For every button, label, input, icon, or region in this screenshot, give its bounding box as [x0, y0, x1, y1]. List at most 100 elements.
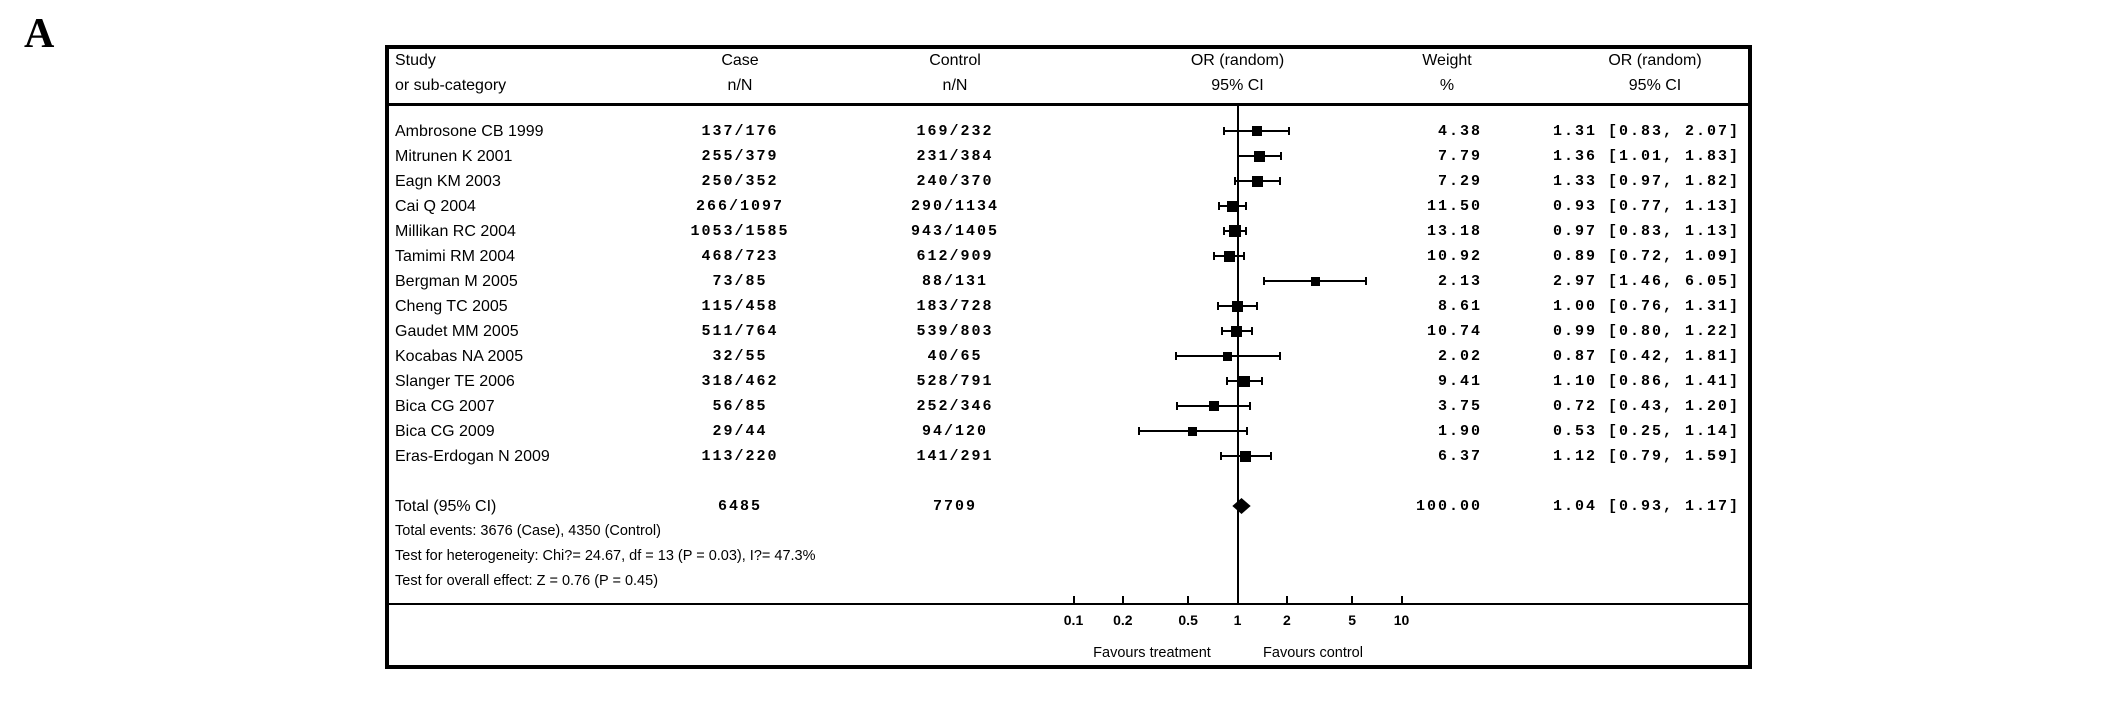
weight-value: 1.90 — [1437, 422, 1482, 440]
ci-cap-left — [1223, 227, 1226, 235]
column-header-line1: Control — [929, 51, 981, 69]
study-name: Bica CG 2009 — [395, 422, 495, 440]
ci-cap-right — [1279, 152, 1282, 160]
or-ci-text: 0.89 [0.72, 1.09] — [1552, 247, 1740, 265]
study-name: Eras-Erdogan N 2009 — [395, 447, 550, 465]
or-ci-text: 1.12 [0.79, 1.59] — [1552, 447, 1740, 465]
weight-value: 3.75 — [1437, 397, 1482, 415]
weight-value: 7.79 — [1437, 147, 1482, 165]
weight-value: 2.02 — [1437, 347, 1482, 365]
weight-value: 6.37 — [1437, 447, 1482, 465]
ci-cap-right — [1364, 277, 1367, 285]
ci-cap-right — [1242, 252, 1245, 260]
ci-cap-left — [1174, 352, 1177, 360]
or-ci-text: 0.72 [0.43, 1.20] — [1552, 397, 1740, 415]
column-header-line2: n/N — [727, 76, 753, 94]
effect-square — [1252, 175, 1264, 187]
column-header-line1: Study — [395, 51, 436, 69]
study-name: Eagn KM 2003 — [395, 172, 501, 190]
column-header-line2: 95% CI — [1211, 76, 1264, 94]
tick-label: 0.5 — [1178, 611, 1198, 628]
control-count: 169/232 — [916, 122, 994, 140]
weight-value: 9.41 — [1437, 372, 1482, 390]
weight-value: 2.13 — [1437, 272, 1482, 290]
or-ci-text: 0.93 [0.77, 1.13] — [1552, 197, 1740, 215]
effect-square — [1310, 276, 1320, 286]
control-count: 94/120 — [921, 422, 988, 440]
control-count: 528/791 — [916, 372, 994, 390]
ci-cap-right — [1255, 302, 1258, 310]
tick-mark — [1400, 596, 1403, 604]
ci-cap-right — [1269, 452, 1272, 460]
weight-value: 11.50 — [1426, 197, 1482, 215]
tick-mark — [1351, 596, 1354, 604]
control-count: 141/291 — [916, 447, 994, 465]
effect-square — [1187, 426, 1197, 436]
ci-cap-left — [1223, 127, 1226, 135]
study-name: Bergman M 2005 — [395, 272, 518, 290]
case-count: 468/723 — [701, 247, 779, 265]
study-name: Tamimi RM 2004 — [395, 247, 516, 265]
case-count: 250/352 — [701, 172, 779, 190]
study-name: Slanger TE 2006 — [395, 372, 515, 390]
ci-cap-right — [1260, 377, 1263, 385]
study-name: Bica CG 2007 — [395, 397, 495, 415]
tick-label: 0.2 — [1113, 611, 1133, 628]
control-count: 943/1405 — [910, 222, 999, 240]
ci-cap-right — [1278, 352, 1281, 360]
footnote-line: Total events: 3676 (Case), 4350 (Control… — [395, 522, 661, 539]
case-count: 113/220 — [701, 447, 779, 465]
case-count: 1053/1585 — [690, 222, 790, 240]
total-control: 7709 — [932, 497, 977, 515]
case-count: 266/1097 — [695, 197, 784, 215]
weight-value: 7.29 — [1437, 172, 1482, 190]
total-case: 6485 — [717, 497, 762, 515]
case-count: 255/379 — [701, 147, 779, 165]
total-or-ci-text: 1.04 [0.93, 1.17] — [1552, 497, 1740, 515]
tick-label: 5 — [1348, 611, 1357, 628]
effect-square — [1240, 450, 1252, 462]
control-count: 290/1134 — [910, 197, 999, 215]
tick-mark — [1285, 596, 1288, 604]
control-count: 240/370 — [916, 172, 994, 190]
control-count: 539/803 — [916, 322, 994, 340]
or-ci-text: 2.97 [1.46, 6.05] — [1552, 272, 1740, 290]
ci-cap-right — [1245, 227, 1248, 235]
study-name: Kocabas NA 2005 — [395, 347, 524, 365]
ci-cap-left — [1213, 252, 1216, 260]
total-label: Total (95% CI) — [395, 497, 497, 515]
case-count: 32/55 — [712, 347, 768, 365]
ci-cap-left — [1217, 202, 1220, 210]
favours-left-label: Favours treatment — [1093, 644, 1211, 661]
tick-label: 10 — [1393, 611, 1410, 628]
case-count: 318/462 — [701, 372, 779, 390]
control-count: 612/909 — [916, 247, 994, 265]
column-header-line1: Case — [721, 51, 759, 69]
or-ci-text: 0.87 [0.42, 1.81] — [1552, 347, 1740, 365]
control-count: 252/346 — [916, 397, 994, 415]
control-count: 183/728 — [916, 297, 994, 315]
ci-cap-left — [1263, 277, 1266, 285]
weight-value: 13.18 — [1426, 222, 1482, 240]
effect-square — [1238, 375, 1250, 387]
tick-mark — [1187, 596, 1190, 604]
ci-cap-right — [1245, 202, 1248, 210]
case-count: 115/458 — [701, 297, 779, 315]
weight-value: 4.38 — [1437, 122, 1482, 140]
tick-mark — [1072, 596, 1075, 604]
footnote-line: Test for heterogeneity: Chi?= 24.67, df … — [395, 547, 816, 564]
control-count: 40/65 — [927, 347, 983, 365]
or-ci-text: 0.97 [0.83, 1.13] — [1552, 222, 1740, 240]
study-name: Ambrosone CB 1999 — [395, 122, 544, 140]
ci-cap-left — [1137, 427, 1140, 435]
or-ci-text: 1.31 [0.83, 2.07] — [1552, 122, 1740, 140]
column-header-line1: OR (random) — [1190, 51, 1285, 69]
ci-cap-left — [1234, 177, 1237, 185]
x-axis-line — [389, 603, 1748, 605]
effect-square — [1223, 250, 1235, 262]
or-ci-text: 1.00 [0.76, 1.31] — [1552, 297, 1740, 315]
effect-square — [1209, 401, 1220, 411]
total-weight: 100.00 — [1415, 497, 1482, 515]
footnote-line: Test for overall effect: Z = 0.76 (P = 0… — [395, 572, 659, 589]
study-name: Millikan RC 2004 — [395, 222, 516, 240]
